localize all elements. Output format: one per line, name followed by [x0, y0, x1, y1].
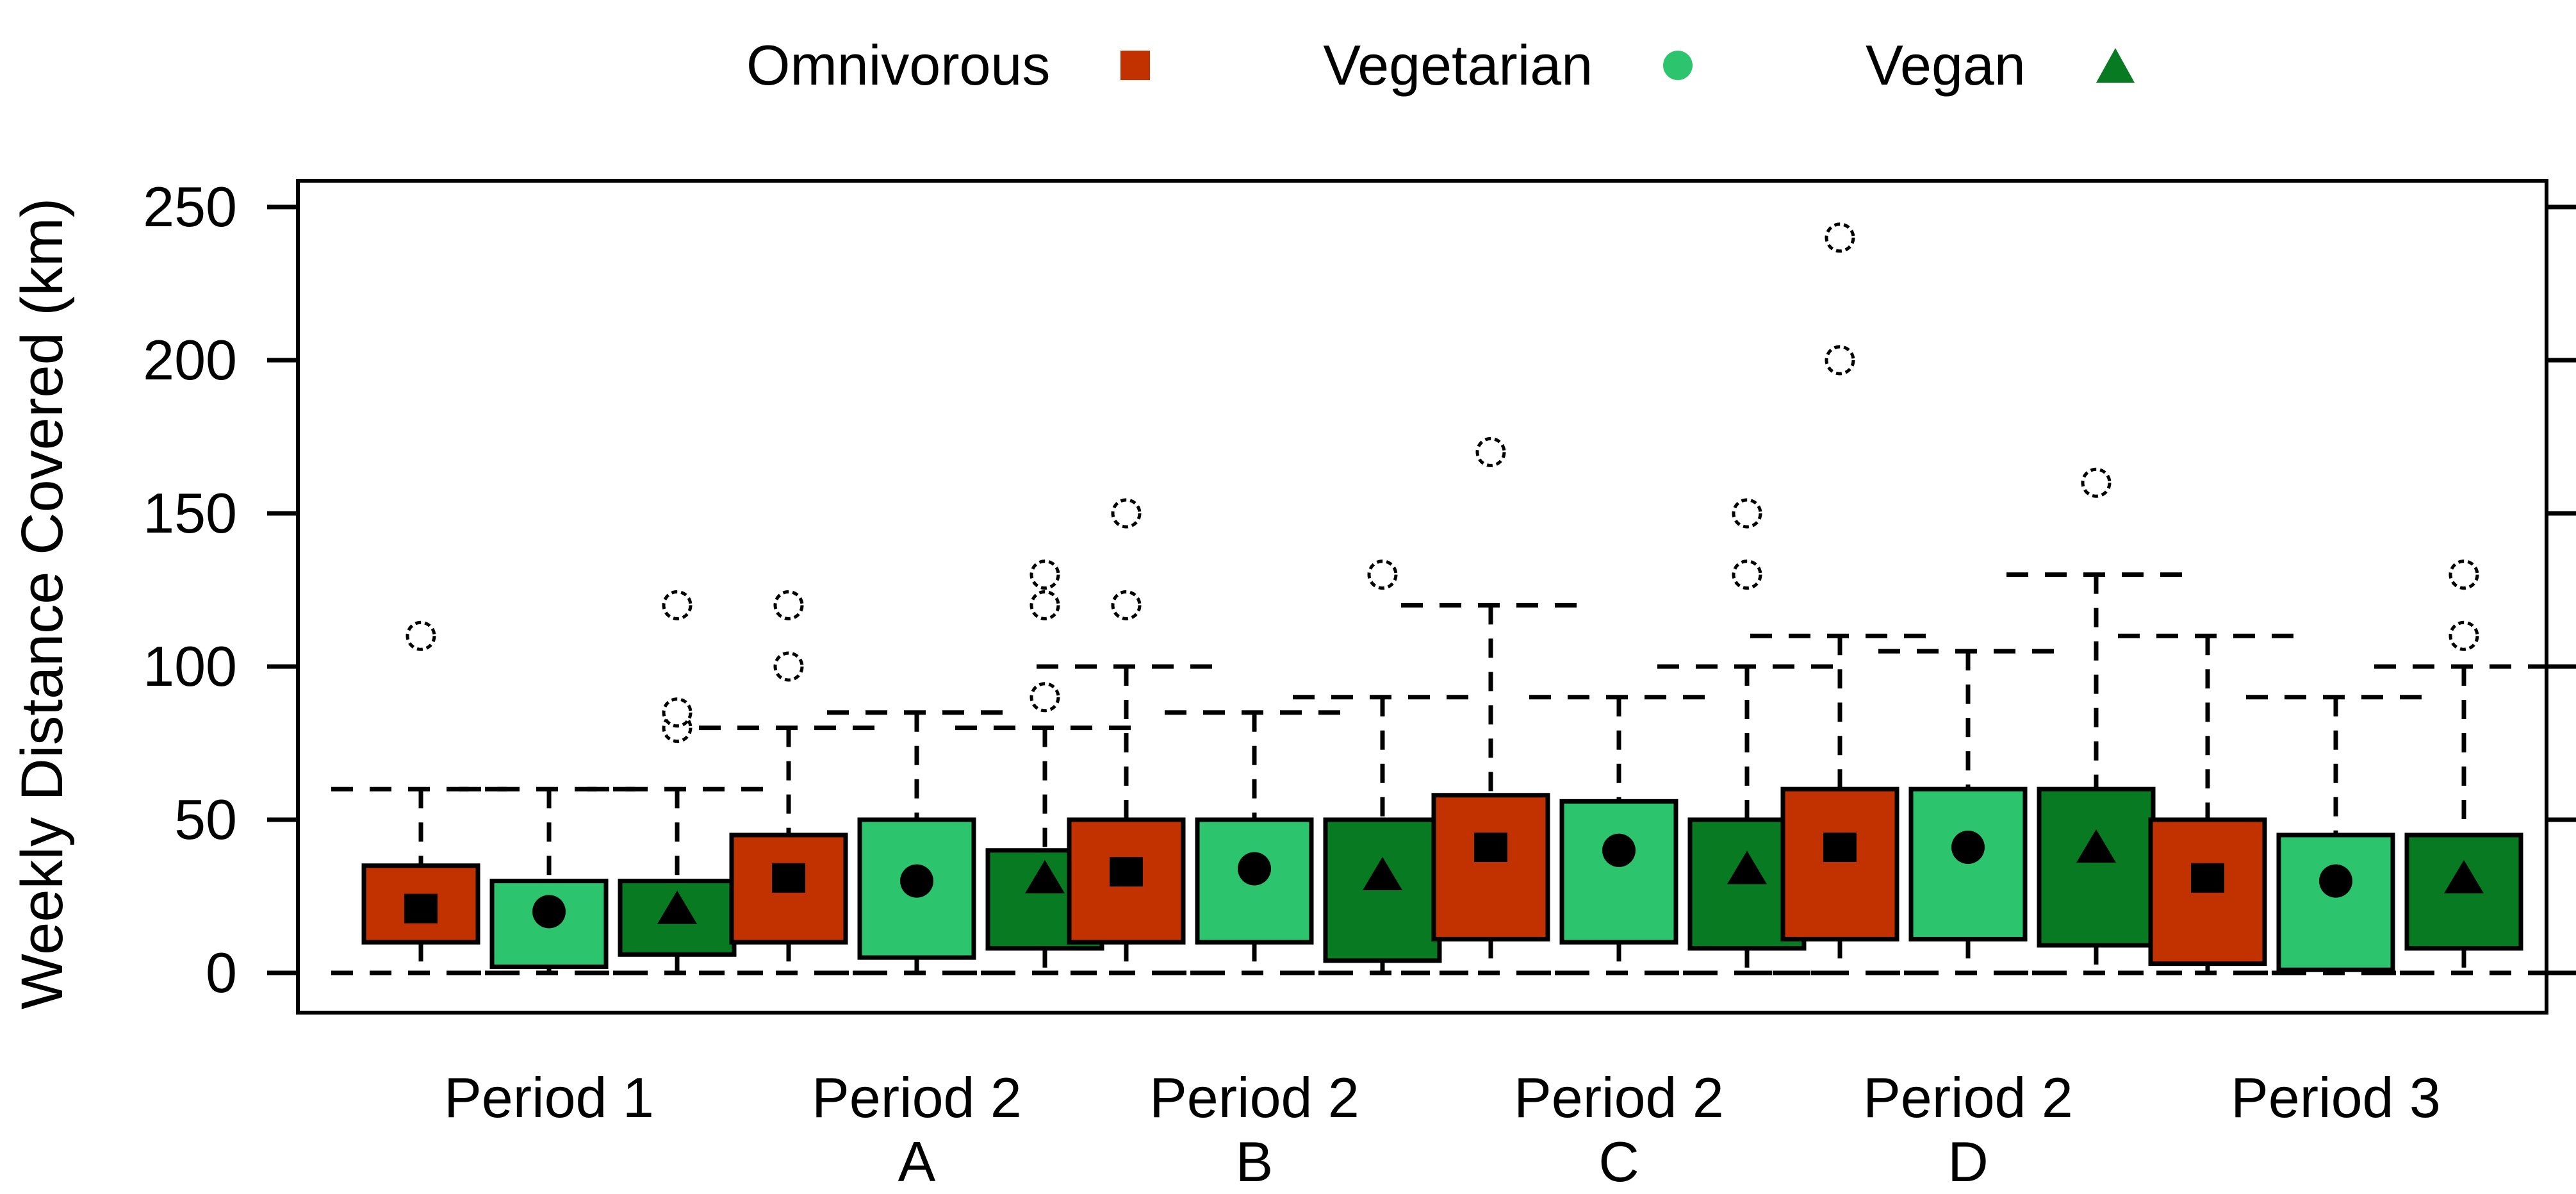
- x-axis-label: Period 3: [2112, 1066, 2560, 1130]
- outlier-point: [1732, 560, 1762, 590]
- y-tick-label: 100: [143, 634, 237, 698]
- circle-marker-icon: [1663, 51, 1693, 80]
- mean-square-icon: [2191, 863, 2224, 893]
- outlier-point: [1732, 498, 1762, 529]
- x-label-line2: B: [1235, 1130, 1274, 1193]
- outlier-point: [2449, 560, 2479, 590]
- x-label-line2: A: [898, 1130, 936, 1193]
- outlier-point: [1825, 222, 1855, 253]
- box-omnivorous-group3: [1037, 498, 1216, 975]
- box-omnivorous-group2: [699, 590, 878, 975]
- box-rect: [1431, 793, 1550, 941]
- x-axis-label: Period 1: [325, 1066, 773, 1130]
- y-tick-label: 150: [143, 481, 237, 545]
- mean-circle-icon: [1951, 831, 1985, 865]
- legend-item-omnivorous: Omnivorous: [746, 33, 1151, 97]
- box-omnivorous-group5: [1750, 222, 1930, 975]
- outlier-point: [1030, 590, 1060, 620]
- outlier-point: [1111, 590, 1142, 620]
- outlier-point: [1030, 560, 1060, 590]
- x-label-line1: Period 2: [1863, 1066, 2073, 1129]
- outlier-point: [1111, 498, 1142, 529]
- x-label-line2: C: [1598, 1130, 1639, 1193]
- box-vegetarian-group1: [459, 786, 639, 975]
- x-label-line1: Period 2: [812, 1066, 1022, 1129]
- mean-circle-icon: [1238, 852, 1271, 886]
- box-vegan-group1: [587, 590, 767, 975]
- mean-circle-icon: [900, 864, 933, 898]
- box-rect: [1908, 786, 2028, 941]
- box-rect: [1195, 817, 1314, 945]
- outlier-point: [1367, 560, 1398, 590]
- outlier-point: [1825, 345, 1855, 376]
- legend-label-omnivorous: Omnivorous: [746, 33, 1051, 97]
- legend-item-vegetarian: Vegetarian: [1323, 33, 1693, 97]
- plot-frame: [296, 179, 2548, 1015]
- mean-square-icon: [1474, 833, 1507, 863]
- outlier-point: [662, 590, 693, 620]
- mean-triangle-icon: [2076, 829, 2116, 863]
- legend-item-vegan: Vegan: [1866, 33, 2135, 97]
- box-vegetarian-group5: [1878, 649, 2058, 975]
- mean-circle-icon: [1602, 833, 1636, 867]
- box-omnivorous-group4: [1401, 436, 1580, 975]
- mean-square-icon: [1110, 857, 1143, 887]
- outlier-point: [1030, 682, 1060, 713]
- box-rect: [1780, 786, 1899, 941]
- mean-triangle-icon: [1727, 850, 1767, 884]
- x-label-line1: Period 3: [2231, 1066, 2441, 1129]
- mean-square-icon: [404, 893, 438, 924]
- mean-triangle-icon: [2444, 859, 2484, 893]
- y-tick-label: 250: [143, 175, 237, 238]
- legend-label-vegetarian: Vegetarian: [1323, 33, 1593, 97]
- outlier-point: [773, 590, 804, 620]
- box-rect: [2037, 786, 2156, 948]
- outlier-point: [2449, 620, 2479, 651]
- y-tick-label: 0: [206, 941, 237, 1004]
- mean-triangle-icon: [1025, 859, 1065, 893]
- x-label-line1: Period 1: [444, 1066, 654, 1129]
- outlier-point: [662, 697, 693, 728]
- square-marker-icon: [1120, 51, 1151, 80]
- box-vegetarian-group6: [2246, 695, 2425, 975]
- box-rect: [2276, 833, 2395, 972]
- outlier-point: [406, 620, 436, 651]
- box-vegetarian-group4: [1529, 695, 1709, 975]
- x-label-line2: D: [1948, 1130, 1989, 1193]
- outlier-point: [2081, 467, 2112, 498]
- box-vegan-group5: [2006, 467, 2186, 975]
- outlier-point: [773, 651, 804, 682]
- triangle-marker-icon: [2096, 48, 2135, 83]
- box-omnivorous-group6: [2118, 633, 2297, 975]
- box-vegan-group6: [2374, 560, 2554, 975]
- outlier-point: [1475, 436, 1506, 467]
- legend-label-vegan: Vegan: [1866, 33, 2026, 97]
- mean-square-icon: [772, 863, 805, 893]
- x-label-line1: Period 2: [1149, 1066, 1359, 1129]
- x-label-line1: Period 2: [1514, 1066, 1724, 1129]
- mean-circle-icon: [532, 895, 566, 929]
- mean-circle-icon: [2319, 864, 2352, 898]
- legend: Omnivorous Vegetarian Vegan: [746, 33, 2135, 97]
- box-vegetarian-group3: [1165, 710, 1344, 975]
- box-rect: [1559, 799, 1678, 945]
- mean-triangle-icon: [657, 890, 697, 924]
- box-omnivorous-group1: [331, 620, 511, 975]
- y-tick-label: 200: [143, 328, 237, 392]
- box-vegetarian-group2: [827, 710, 1006, 975]
- mean-square-icon: [1823, 833, 1857, 863]
- y-tick-label: 50: [174, 788, 237, 851]
- mean-triangle-icon: [1363, 857, 1402, 891]
